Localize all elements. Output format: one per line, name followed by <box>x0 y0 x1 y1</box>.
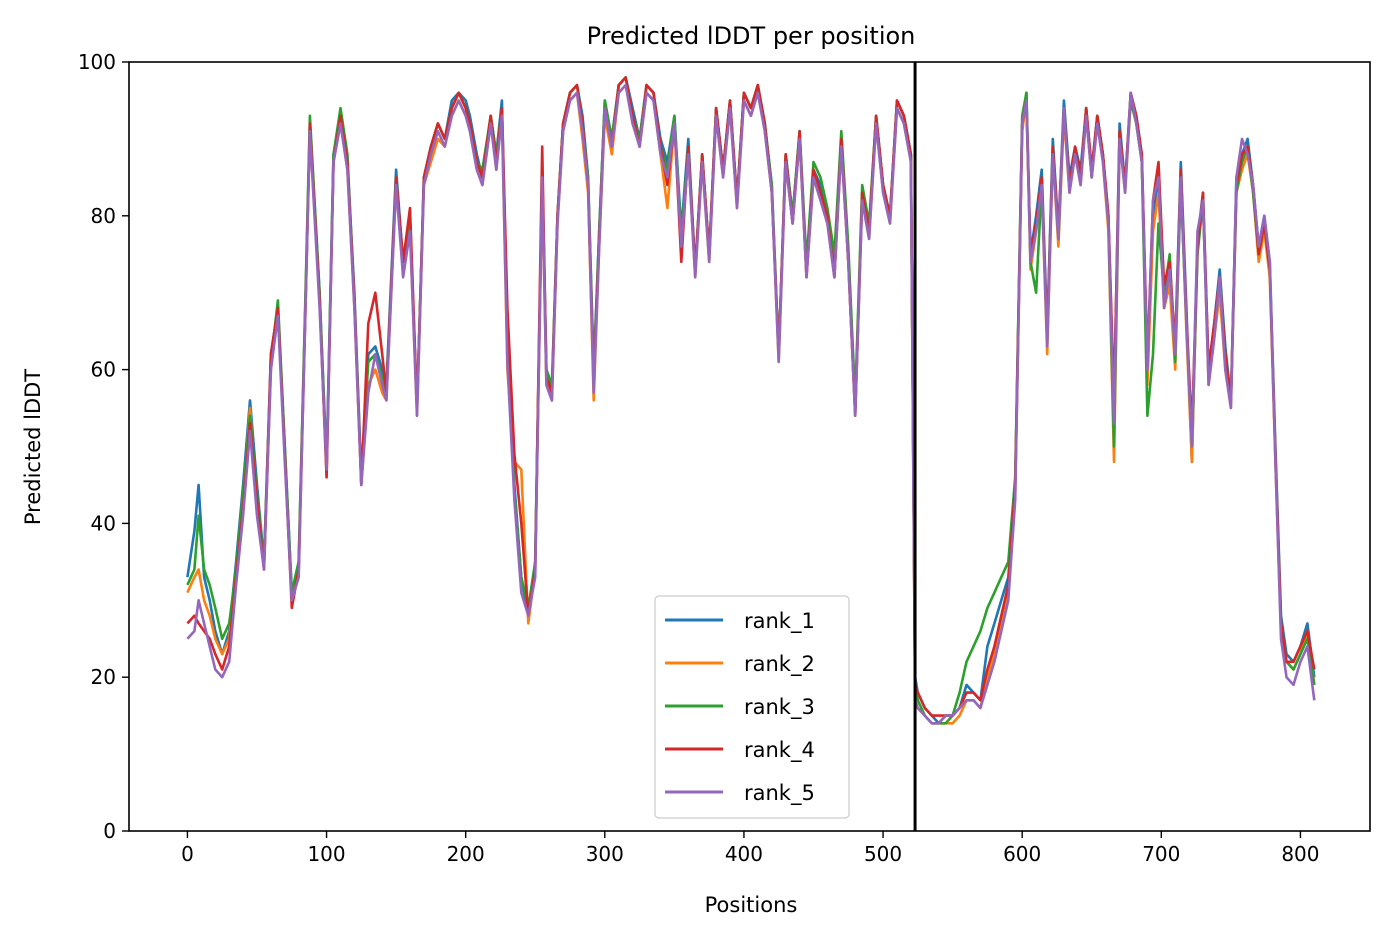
x-axis-title: Positions <box>705 893 798 917</box>
series-layer <box>186 76 1316 725</box>
x-tick-label: 0 <box>181 842 194 866</box>
y-axis-title: Predicted lDDT <box>21 369 45 525</box>
legend-label-rank-1: rank_1 <box>744 609 815 634</box>
series-line-rank-5 <box>186 83 1316 725</box>
legend-label-rank-4: rank_4 <box>744 738 815 763</box>
legend-box <box>654 595 850 819</box>
y-tick-label: 60 <box>91 358 116 382</box>
y-tick-label: 80 <box>91 204 116 228</box>
x-tick-label: 800 <box>1281 842 1319 866</box>
legend-label-rank-5: rank_5 <box>744 781 815 806</box>
x-tick-label: 200 <box>447 842 485 866</box>
y-axis: 0 20 40 60 80 100 <box>78 50 129 843</box>
chart-title: Predicted lDDT per position <box>587 22 916 50</box>
x-tick-label: 400 <box>725 842 763 866</box>
x-tick-label: 500 <box>864 842 902 866</box>
y-tick-label: 0 <box>103 819 116 843</box>
y-tick-label: 20 <box>91 665 116 689</box>
x-tick-label: 700 <box>1142 842 1180 866</box>
legend-label-rank-2: rank_2 <box>744 652 815 677</box>
y-tick-label: 40 <box>91 511 116 535</box>
x-axis: 0 100 200 300 400 500 600 700 800 <box>181 831 1320 866</box>
x-tick-label: 300 <box>586 842 624 866</box>
legend: rank_1 rank_2 rank_3 rank_4 rank_5 <box>654 595 850 819</box>
x-tick-label: 600 <box>1003 842 1041 866</box>
plot-frame <box>128 61 1371 832</box>
y-tick-label: 100 <box>78 50 116 74</box>
legend-items: rank_1 rank_2 rank_3 rank_4 rank_5 <box>665 609 815 806</box>
x-tick-label: 100 <box>307 842 345 866</box>
legend-label-rank-3: rank_3 <box>744 695 815 720</box>
